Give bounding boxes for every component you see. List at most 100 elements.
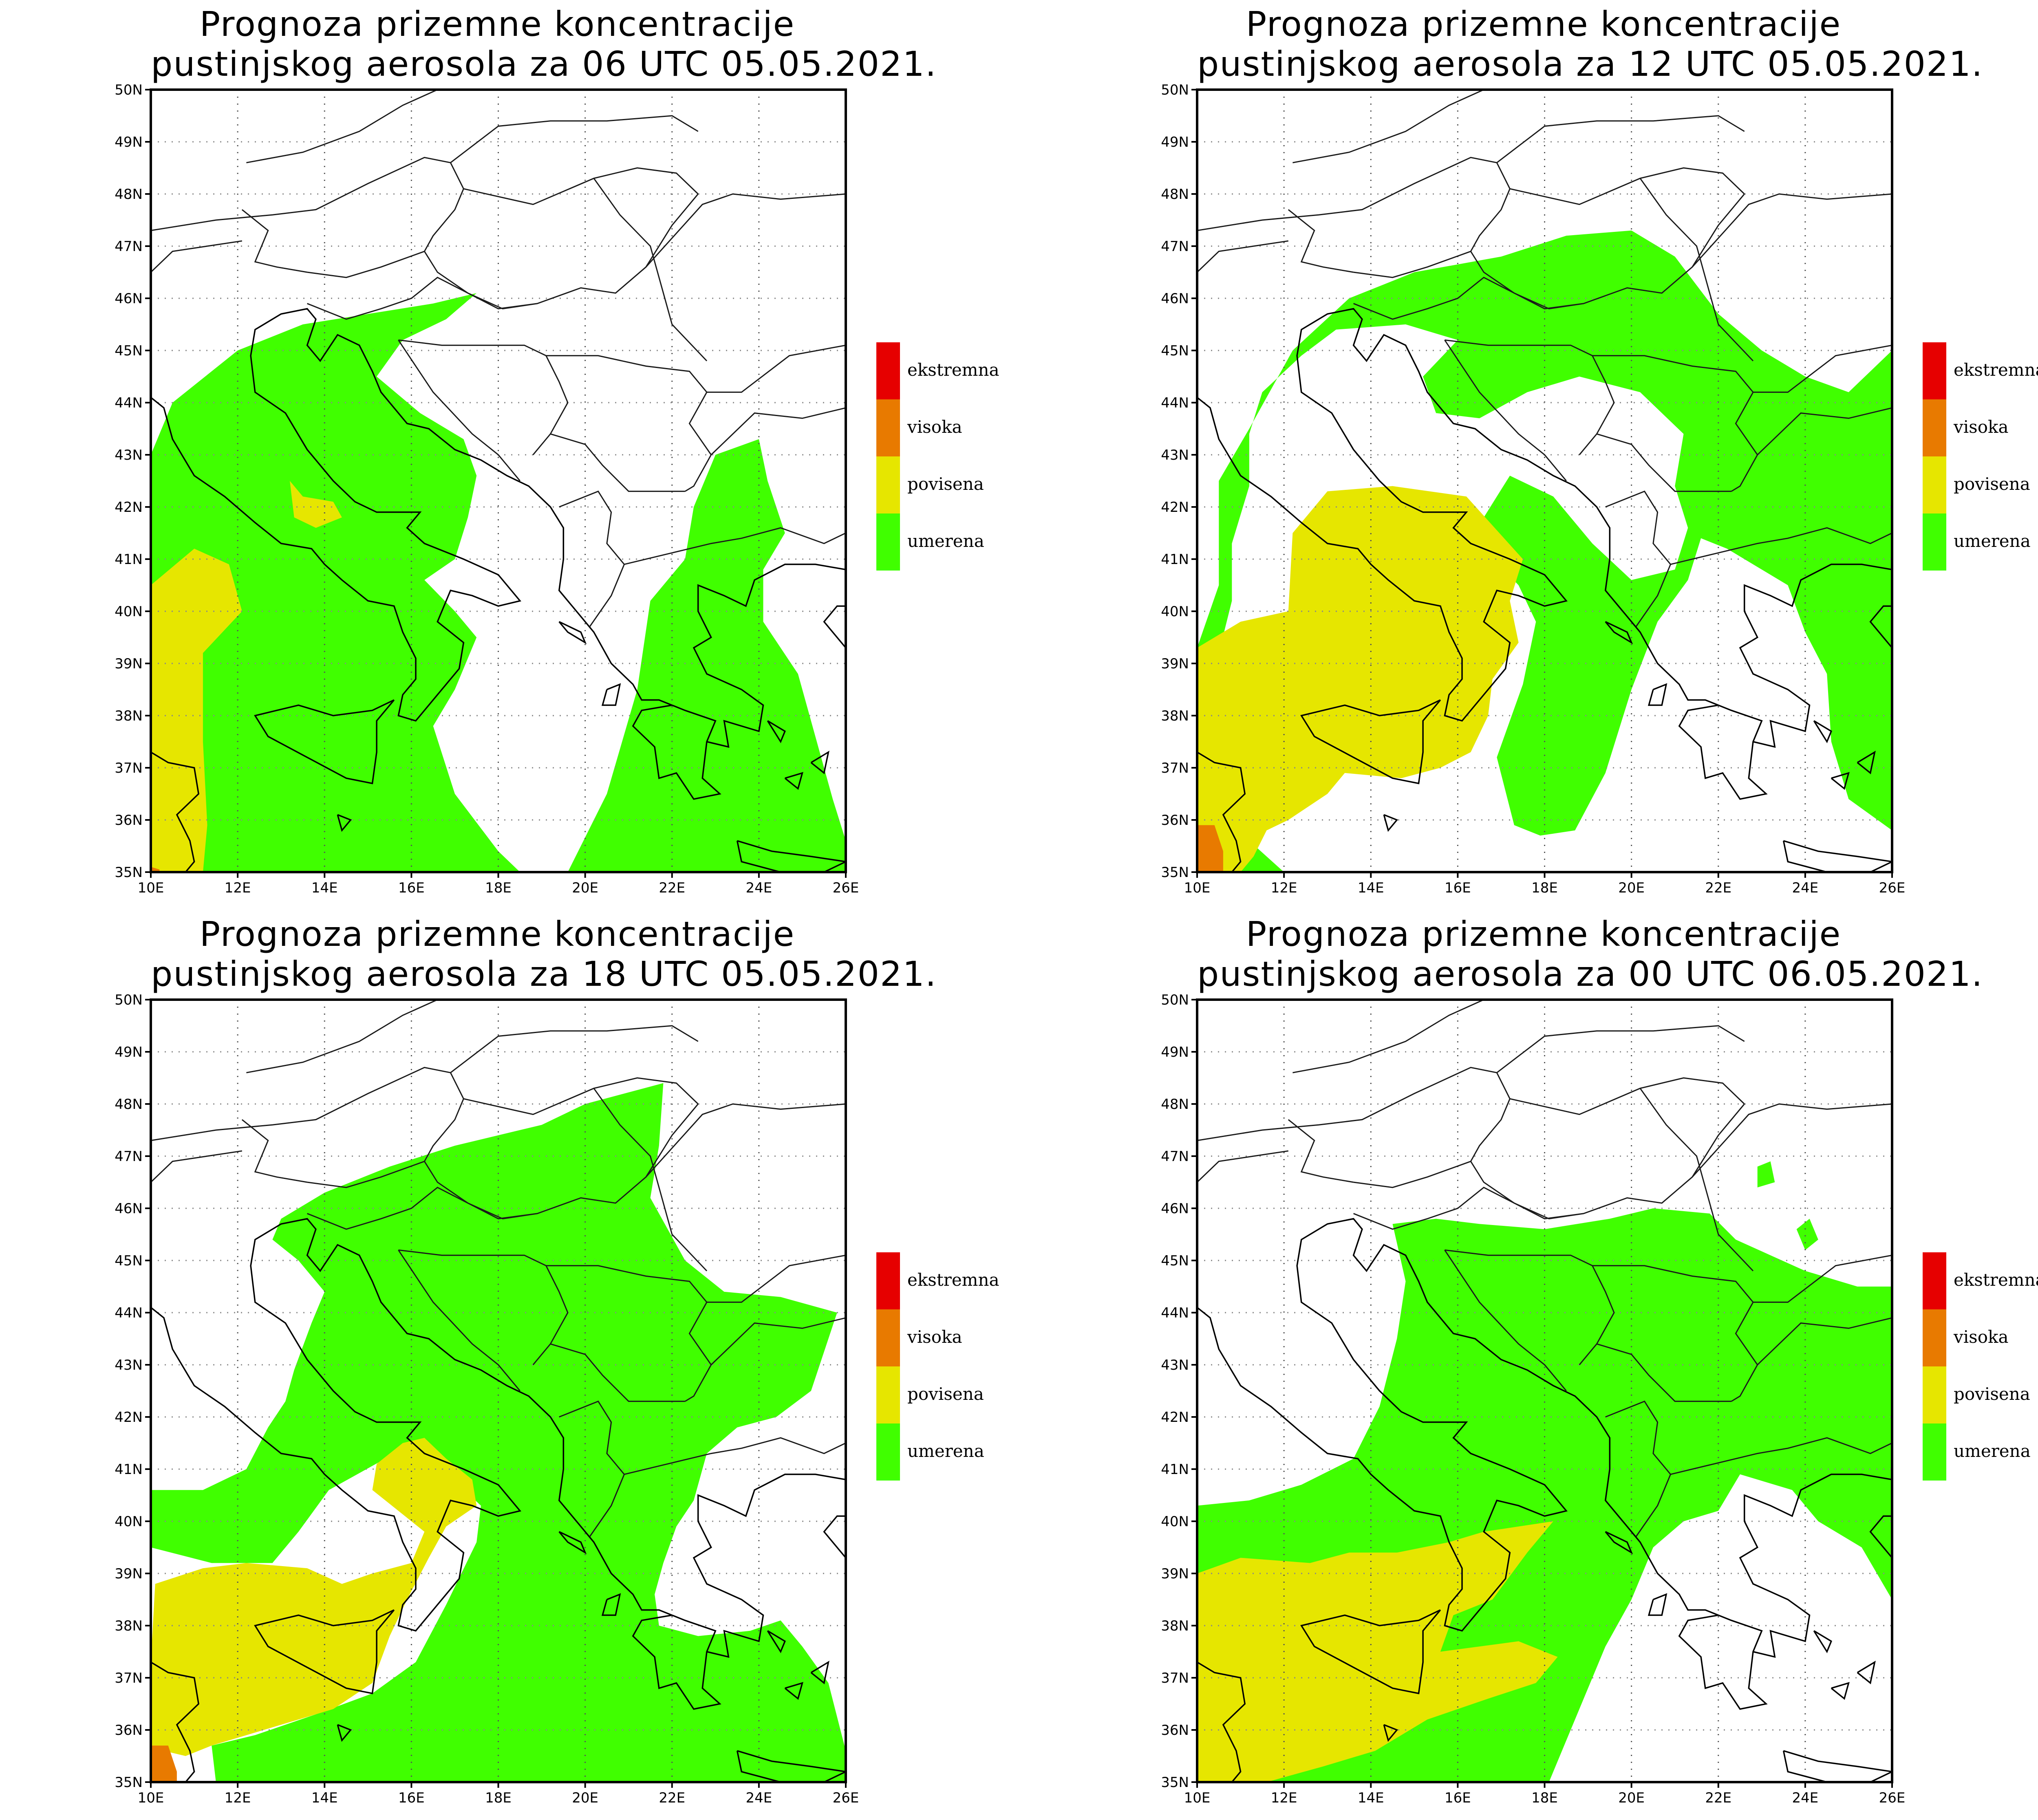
lat-tick-label: 36N bbox=[1161, 812, 1189, 828]
country-border bbox=[559, 490, 625, 628]
legend-swatch bbox=[876, 399, 900, 456]
lon-tick-label: 24E bbox=[1792, 880, 1819, 896]
legend-label: ekstremna bbox=[1954, 360, 2038, 380]
country-border bbox=[707, 1254, 846, 1303]
country-border bbox=[1605, 490, 1672, 628]
lat-tick-label: 39N bbox=[115, 656, 143, 672]
concentration-region bbox=[151, 1438, 477, 1756]
lat-tick-label: 43N bbox=[115, 447, 143, 463]
lat-tick-label: 44N bbox=[115, 395, 143, 411]
country-border bbox=[1639, 178, 1754, 361]
lat-tick-label: 47N bbox=[1161, 1148, 1189, 1165]
country-border bbox=[1353, 1161, 1471, 1188]
coastline bbox=[1782, 1750, 1892, 1782]
lon-tick-label: 16E bbox=[1445, 880, 1471, 896]
lat-tick-label: 46N bbox=[1161, 291, 1189, 307]
coastline bbox=[1813, 720, 1832, 743]
country-border bbox=[307, 1161, 425, 1188]
map-content bbox=[1197, 90, 1892, 872]
lat-tick-label: 42N bbox=[115, 499, 143, 516]
panel-title: Prognoza prizemne koncentracije pustinjs… bbox=[151, 914, 937, 994]
country-border bbox=[1605, 1400, 1672, 1538]
country-border bbox=[1757, 1317, 1892, 1366]
coastline bbox=[1831, 1682, 1850, 1700]
lon-tick-label: 20E bbox=[1618, 880, 1645, 896]
country-border bbox=[710, 1317, 846, 1366]
lon-tick-label: 10E bbox=[138, 880, 164, 896]
concentration-region bbox=[151, 1083, 846, 1782]
lon-tick-label: 12E bbox=[1271, 880, 1297, 896]
coastline bbox=[1869, 605, 1892, 648]
map-panel-18utc: Prognoza prizemne koncentracije pustinjs… bbox=[0, 910, 1046, 1820]
lat-tick-label: 36N bbox=[1161, 1722, 1189, 1738]
country-border bbox=[398, 339, 521, 481]
coastline bbox=[693, 1474, 846, 1658]
coastline bbox=[1648, 1593, 1667, 1616]
coastline bbox=[1857, 751, 1876, 774]
concentration-region bbox=[151, 293, 520, 872]
country-border bbox=[1670, 527, 1892, 565]
lon-tick-label: 18E bbox=[1531, 1790, 1558, 1806]
coastline bbox=[558, 621, 587, 645]
legend-swatch bbox=[1923, 399, 1946, 456]
lat-tick-label: 37N bbox=[1161, 1670, 1189, 1686]
country-border bbox=[450, 115, 699, 163]
lon-tick-label: 20E bbox=[572, 1790, 598, 1806]
country-border bbox=[645, 193, 846, 268]
lat-tick-label: 47N bbox=[115, 1148, 143, 1165]
legend-label: umerena bbox=[907, 1441, 984, 1461]
legend-label: ekstremna bbox=[1954, 1270, 2038, 1290]
country-border bbox=[1496, 1025, 1745, 1073]
country-border bbox=[307, 1187, 538, 1230]
coastline bbox=[601, 683, 621, 706]
legend-swatch bbox=[876, 456, 900, 513]
lat-tick-label: 46N bbox=[1161, 1201, 1189, 1217]
legend-swatch bbox=[876, 1252, 900, 1309]
lat-tick-label: 42N bbox=[115, 1409, 143, 1426]
coastline bbox=[601, 1593, 621, 1616]
lon-tick-label: 24E bbox=[746, 1790, 772, 1806]
country-border bbox=[1639, 1088, 1754, 1271]
lat-tick-label: 49N bbox=[115, 1044, 143, 1060]
legend: ekstremna visoka povisena umerena bbox=[1923, 342, 2038, 571]
lon-tick-label: 12E bbox=[1271, 1790, 1297, 1806]
lon-tick-label: 18E bbox=[1531, 880, 1558, 896]
lat-tick-label: 40N bbox=[1161, 1514, 1189, 1530]
lat-tick-label: 37N bbox=[115, 1670, 143, 1686]
country-border bbox=[151, 240, 243, 273]
country-border bbox=[1596, 1343, 1731, 1402]
lon-tick-label: 14E bbox=[311, 880, 338, 896]
country-border bbox=[1197, 1066, 1511, 1162]
legend-label: umerena bbox=[1954, 1441, 2031, 1461]
lat-tick-label: 50N bbox=[115, 992, 143, 1008]
country-border bbox=[559, 1400, 625, 1538]
lat-tick-label: 48N bbox=[1161, 1096, 1189, 1113]
coastline bbox=[1197, 751, 1246, 872]
legend-label: povisena bbox=[907, 474, 984, 494]
legend-swatch bbox=[1923, 342, 1946, 399]
lon-tick-label: 14E bbox=[1358, 880, 1384, 896]
concentration-region bbox=[1197, 486, 1523, 872]
coastline bbox=[254, 699, 395, 784]
country-border bbox=[307, 277, 538, 320]
coastline bbox=[151, 1661, 200, 1782]
country-border bbox=[151, 1066, 464, 1162]
country-border bbox=[593, 1088, 708, 1271]
concentration-region bbox=[151, 867, 160, 872]
lat-tick-label: 37N bbox=[1161, 760, 1189, 776]
lat-tick-label: 41N bbox=[115, 551, 143, 568]
coastline bbox=[151, 751, 200, 872]
concentration-region bbox=[1757, 1161, 1775, 1188]
legend-label: povisena bbox=[907, 1384, 984, 1404]
lat-tick-label: 41N bbox=[1161, 551, 1189, 568]
coastline bbox=[1831, 772, 1850, 790]
lon-tick-label: 20E bbox=[1618, 1790, 1645, 1806]
concentration-region bbox=[151, 1745, 177, 1782]
country-border bbox=[1509, 167, 1745, 205]
coastline bbox=[810, 751, 829, 774]
country-border bbox=[1197, 156, 1511, 252]
country-border bbox=[1353, 251, 1471, 278]
country-border bbox=[624, 1437, 846, 1475]
concentration-region bbox=[1796, 1218, 1818, 1250]
lat-tick-label: 41N bbox=[115, 1461, 143, 1478]
